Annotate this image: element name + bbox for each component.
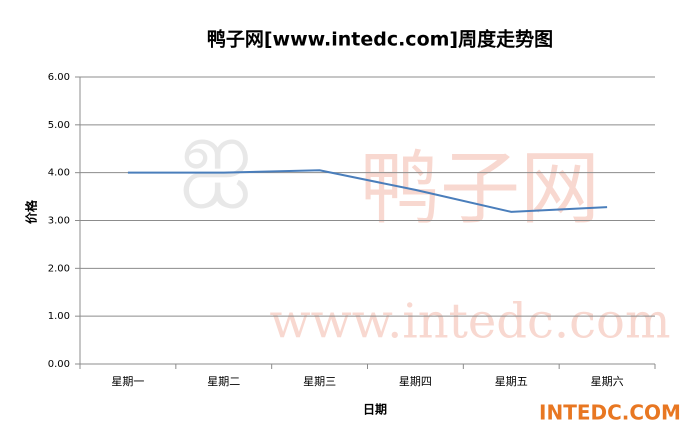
y-axis-label: 价格 [24,199,39,224]
x-tick-label: 星期三 [303,375,336,388]
x-tick-label: 星期一 [111,375,144,388]
watermark-logo: ஐ [180,100,252,208]
line-series [127,169,608,213]
y-tick-label: 3.00 [48,216,70,227]
y-tick-label: 2.00 [48,263,70,274]
brand: INTEDC.COM [539,401,681,425]
y-tick-label: 1.00 [48,311,70,322]
x-axis-label: 日期 [363,402,387,417]
y-tick-label: 5.00 [48,120,70,131]
watermark-cn: 鸭子网 [360,142,600,235]
y-tick-label: 4.00 [48,168,70,179]
x-tick-label: 星期四 [399,375,432,388]
y-tick-label: 0.00 [48,359,70,370]
x-tick-label: 星期二 [207,375,240,388]
x-tick-label: 星期六 [591,375,624,388]
watermark-url: www.intedc.com [270,294,671,350]
x-tick-label: 星期五 [495,375,528,388]
chart-title: 鸭子网[www.intedc.com]周度走势图 [207,28,553,51]
y-tick-label: 6.00 [48,72,70,83]
